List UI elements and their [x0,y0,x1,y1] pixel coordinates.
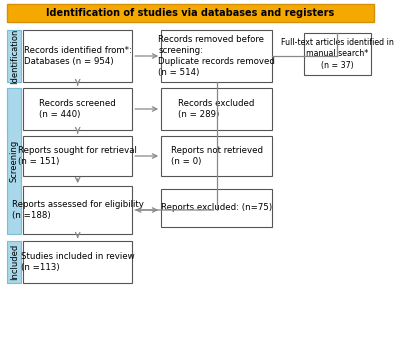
Bar [161,136,272,176]
Text: Identification of studies via databases and registers: Identification of studies via databases … [46,8,335,18]
Text: Records identified from*:
Databases (n = 954): Records identified from*: Databases (n =… [24,46,132,66]
Text: Included: Included [10,244,19,280]
Bar [161,189,272,227]
Text: Screening: Screening [10,140,19,182]
Bar [23,241,132,283]
Bar [7,30,21,82]
Text: Reports excluded: (n=75): Reports excluded: (n=75) [161,204,272,213]
Bar [7,4,374,22]
Text: Studies included in review
(n =113): Studies included in review (n =113) [21,252,134,272]
Text: Records excluded
(n = 289): Records excluded (n = 289) [178,99,255,119]
Bar [23,186,132,234]
Bar [7,88,21,234]
Text: Records screened
(n = 440): Records screened (n = 440) [39,99,116,119]
Bar [23,136,132,176]
Text: Reports assessed for eligibility
(n =188): Reports assessed for eligibility (n =188… [12,200,144,220]
Bar [304,33,371,75]
Bar [23,88,132,130]
Text: Reports not retrieved
(n = 0): Reports not retrieved (n = 0) [170,146,262,166]
Text: Reports sought for retrieval
(n = 151): Reports sought for retrieval (n = 151) [18,146,137,166]
Bar [7,88,21,132]
Bar [7,241,21,283]
Text: Records removed before
screening:
Duplicate records removed
(n = 514): Records removed before screening: Duplic… [158,35,275,77]
Bar [161,30,272,82]
Bar [23,30,132,82]
Text: Full-text articles identified in
manual search*
(n = 37): Full-text articles identified in manual … [281,38,394,70]
Bar [161,88,272,130]
Text: Identification: Identification [10,28,19,84]
